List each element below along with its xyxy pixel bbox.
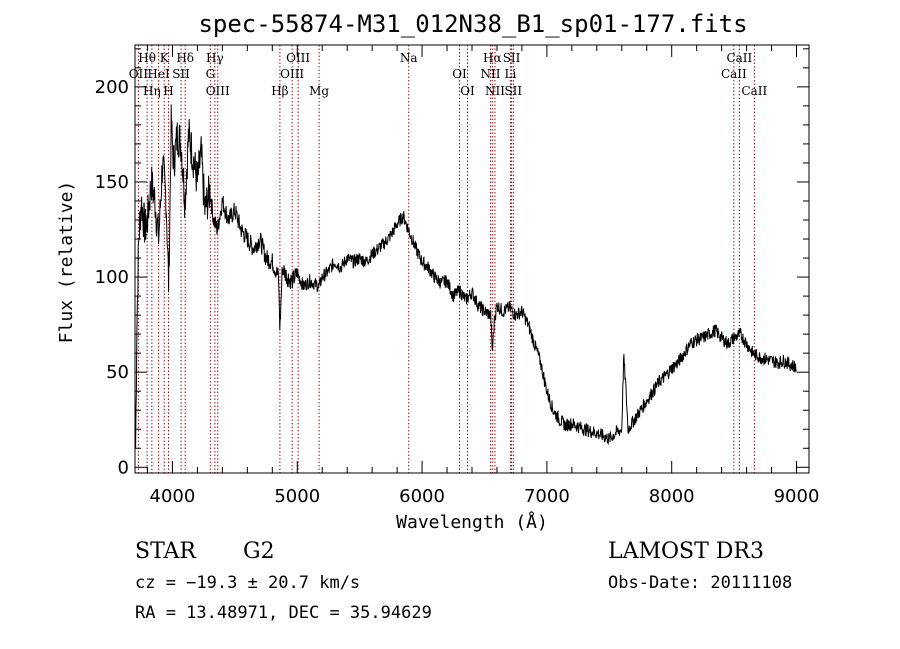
y-tick-label: 0 xyxy=(118,457,129,478)
line-label: Mg xyxy=(309,84,329,98)
line-label: G xyxy=(206,67,216,81)
line-label: Li xyxy=(505,67,517,81)
y-tick-label: 50 xyxy=(106,362,129,383)
line-label: OIII xyxy=(206,84,230,98)
line-label: Hα xyxy=(483,51,502,65)
line-label: HeI xyxy=(147,67,170,81)
y-tick-label: 150 xyxy=(95,172,129,193)
line-label: NII xyxy=(485,84,505,98)
y-tick-label: 200 xyxy=(95,77,129,98)
y-axis-label: Flux (relative) xyxy=(56,181,77,344)
chart-title: spec-55874-M31_012N38_B1_sp01-177.fits xyxy=(198,10,747,38)
line-label: NII xyxy=(480,67,500,81)
line-label: OIII xyxy=(286,51,310,65)
line-label: Hγ xyxy=(206,51,224,65)
line-label: Hδ xyxy=(176,51,194,65)
x-tick-label: 6000 xyxy=(399,486,445,507)
line-label: OI xyxy=(460,84,475,98)
line-label: CaII xyxy=(741,84,767,98)
line-markers xyxy=(137,45,755,473)
y-tick-label: 100 xyxy=(95,267,129,288)
line-label: K xyxy=(160,51,170,65)
survey-name: LAMOST DR3 xyxy=(608,539,764,564)
line-label: SII xyxy=(503,51,521,65)
object-type: STAR xyxy=(135,539,196,564)
redshift-text: cz = −19.3 ± 20.7 km/s xyxy=(135,573,361,593)
line-label: Hβ xyxy=(271,84,288,98)
line-label: Hθ xyxy=(138,51,156,65)
x-axis: 4000 5000 6000 7000 8000 9000 xyxy=(146,45,820,507)
line-label: Na xyxy=(400,51,418,65)
line-label: CaII xyxy=(726,51,752,65)
subclass: G2 xyxy=(243,539,275,564)
line-labels: Hθ OII Hη K HeI H Hδ SII OIII Hγ G Hβ OIII OIII Mg Na OI… xyxy=(129,51,768,98)
x-tick-label: 9000 xyxy=(774,486,820,507)
line-label: OII xyxy=(129,67,149,81)
x-tick-label: 8000 xyxy=(649,486,695,507)
line-label: CaII xyxy=(721,67,747,81)
obs-date: Obs-Date: 20111108 xyxy=(608,573,793,593)
line-label: OI xyxy=(452,67,467,81)
x-tick-label: 7000 xyxy=(524,486,570,507)
x-tick-label: 5000 xyxy=(274,486,320,507)
line-label: H xyxy=(163,84,173,98)
x-axis-label: Wavelength (Å) xyxy=(396,511,548,533)
line-label: SII xyxy=(172,67,190,81)
line-label: SII xyxy=(504,84,522,98)
spectrum-line xyxy=(135,104,797,449)
x-tick-label: 4000 xyxy=(150,486,196,507)
line-label: Hη xyxy=(143,84,161,98)
y-axis: 0 50 100 150 200 xyxy=(95,48,809,478)
coordinates: RA = 13.48971, DEC = 35.94629 xyxy=(135,603,432,623)
plot-frame xyxy=(134,44,810,474)
line-label: OIII xyxy=(280,67,304,81)
